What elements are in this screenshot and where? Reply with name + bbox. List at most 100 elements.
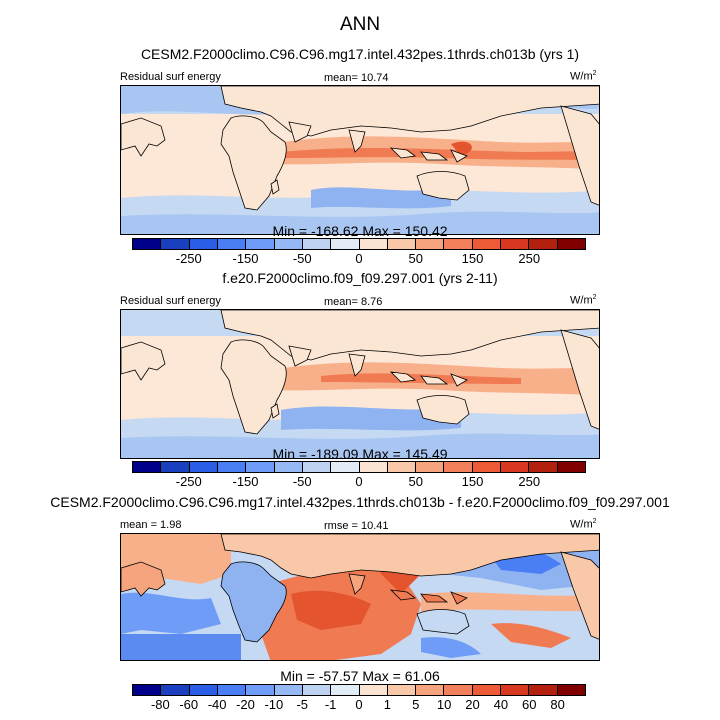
colorbar-1: [132, 238, 586, 250]
colorbar-swatch-11: [444, 685, 473, 695]
colorbar-tick-label: 80: [550, 697, 565, 712]
colorbar-tick-label: 250: [518, 474, 541, 489]
colorbar-tick-label: 150: [461, 251, 484, 266]
colorbar-swatch-6: [302, 685, 332, 695]
colorbar-swatch-14: [529, 685, 558, 695]
colorbar-tick-label: 150: [461, 474, 484, 489]
colorbar-swatch-0: [133, 685, 162, 695]
colorbar-tick-label: -150: [232, 251, 259, 266]
colorbar-swatch-0: [133, 462, 162, 472]
diff-indian-core: [291, 590, 371, 630]
colorbar-3-ticks: -80 -60 -40 -20 -10 -5 -1 0 1 5 10 20 40 60 80: [132, 697, 586, 713]
map-land-east-americas: [560, 105, 599, 206]
colorbar-swatch-9: [387, 239, 417, 249]
colorbar-tick-label: 0: [355, 474, 363, 489]
map-land-eurasia: [220, 86, 599, 137]
panel-2-minmax: Min = -189.09 Max = 145.49: [272, 446, 448, 462]
panel-2-title: f.e20.F2000climo.f09_f09.297.001 (yrs 2-…: [222, 270, 498, 286]
map-land-africa: [220, 115, 287, 211]
colorbar-swatch-9: [387, 462, 417, 472]
panel-2-mean-label: mean= 8.76: [324, 296, 383, 308]
colorbar-swatch-9: [387, 685, 417, 695]
panel-2-units-text: W/m: [570, 294, 593, 307]
colorbar-swatch-11: [444, 462, 473, 472]
colorbar-swatch-10: [416, 239, 445, 249]
panel-3-mean-label: mean = 1.98: [120, 519, 182, 531]
map-land-islands: [389, 371, 468, 387]
colorbar-tick-label: 50: [408, 251, 423, 266]
colorbar-swatch-2: [189, 685, 218, 695]
map-land-australia: [416, 171, 470, 201]
colorbar-swatch-6: [302, 239, 332, 249]
colorbar-swatch-14: [529, 462, 558, 472]
panel-2-map-svg: [121, 310, 599, 458]
colorbar-swatch-4: [246, 239, 275, 249]
colorbar-tick-label: 1: [383, 697, 391, 712]
map-land-africa: [220, 561, 287, 643]
colorbar-swatch-13: [501, 239, 530, 249]
colorbar-swatch-15: [557, 462, 585, 472]
map-land-madagascar: [270, 179, 280, 195]
map-land-india: [348, 353, 366, 377]
colorbar-swatch-13: [501, 462, 530, 472]
map-land-india: [348, 129, 366, 153]
colorbar-tick-label: -40: [207, 697, 227, 712]
colorbar-swatch-5: [274, 685, 303, 695]
colorbar-swatch-1: [161, 239, 190, 249]
colorbar-swatch-3: [217, 239, 247, 249]
colorbar-swatch-3: [217, 685, 247, 695]
colorbar-tick-label: -60: [179, 697, 199, 712]
colorbar-swatch-4: [246, 685, 275, 695]
panel-3-title: CESM2.F2000climo.C96.C96.mg17.intel.432p…: [50, 494, 670, 510]
colorbar-tick-label: 0: [355, 697, 363, 712]
colorbar-swatch-10: [416, 462, 445, 472]
colorbar-1-ticks: -250 -150 -50 0 50 150 250: [132, 251, 586, 267]
panel-3-units-sup: 2: [592, 518, 597, 525]
colorbar-swatch-14: [529, 239, 558, 249]
colorbar-swatch-12: [472, 462, 502, 472]
colorbar-tick-label: -250: [175, 474, 202, 489]
panel-3-map-svg: [121, 534, 599, 660]
panel-1-map-svg: [121, 86, 599, 234]
colorbar-swatch-8: [359, 239, 388, 249]
diff-south-cool: [121, 634, 241, 660]
colorbar-tick-label: -80: [150, 697, 170, 712]
panel-3-rmse-label: rmse = 10.41: [324, 520, 389, 532]
colorbar-tick-label: 10: [436, 697, 452, 712]
colorbar-swatch-12: [472, 239, 502, 249]
colorbar-swatch-3: [217, 462, 247, 472]
map-south-blue-patch: [311, 187, 451, 209]
panel-1-minmax: Min = -168.62 Max = 150.42: [272, 223, 448, 239]
panel-2-units-sup: 2: [592, 294, 597, 301]
figure-title: ANN: [339, 14, 381, 35]
map-land-islands: [389, 147, 468, 163]
colorbar-2-ticks: -250 -150 -50 0 50 150 250: [132, 474, 586, 490]
map-land-islands: [389, 589, 468, 605]
colorbar-swatch-8: [359, 685, 388, 695]
colorbar-tick-label: 40: [493, 697, 509, 712]
panel-1-units-text: W/m: [570, 70, 593, 83]
colorbar-tick-label: 50: [408, 474, 423, 489]
panel-3-map: [120, 533, 600, 661]
colorbar-tick-label: -250: [175, 251, 202, 266]
colorbar-swatch-12: [472, 685, 502, 695]
panel-1-units-sup: 2: [592, 70, 597, 77]
colorbar-tick-label: 20: [465, 697, 480, 712]
map-south-deep: [121, 211, 599, 234]
map-land-australia: [416, 609, 470, 635]
colorbar-swatch-13: [501, 685, 530, 695]
colorbar-swatch-5: [274, 239, 303, 249]
diff-pacific-south-warm: [491, 623, 571, 648]
map-itcz-core: [321, 373, 521, 384]
colorbar-swatch-8: [359, 462, 388, 472]
colorbar-tick-label: -5: [296, 697, 309, 712]
map-land-eurasia: [220, 310, 599, 361]
colorbar-tick-label: 250: [518, 251, 541, 266]
colorbar-tick-label: 5: [412, 697, 420, 712]
colorbar-swatch-15: [557, 239, 585, 249]
panel-1-left-label: Residual surf energy: [120, 71, 221, 83]
colorbar-swatch-0: [133, 239, 162, 249]
colorbar-tick-label: -20: [236, 697, 255, 712]
map-land-americas: [121, 341, 166, 381]
map-land-east-americas: [560, 329, 599, 430]
